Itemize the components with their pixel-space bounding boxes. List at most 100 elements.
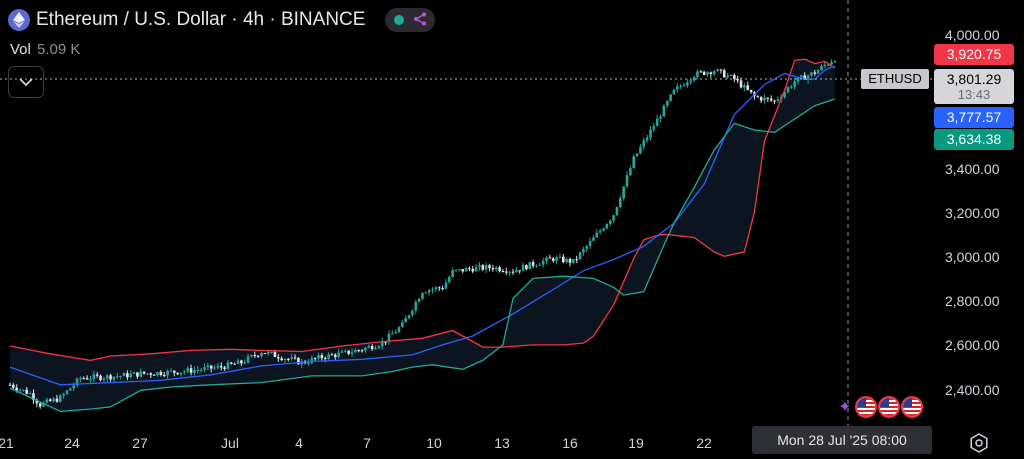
- candle: [317, 355, 320, 359]
- volume-value: 5.09 K: [37, 41, 81, 58]
- candle: [122, 373, 126, 377]
- candle: [712, 71, 716, 75]
- candle: [444, 282, 448, 289]
- candle: [116, 376, 119, 378]
- candle: [813, 72, 817, 74]
- candle: [327, 354, 330, 359]
- candle: [639, 146, 642, 154]
- time-tick-label: 13: [494, 435, 510, 451]
- candle: [92, 374, 96, 379]
- candle: [240, 360, 243, 364]
- us-flag-event-icon[interactable]: [878, 396, 900, 418]
- candle: [226, 362, 230, 370]
- candle: [498, 267, 501, 272]
- candle: [59, 395, 62, 402]
- candle: [568, 258, 572, 263]
- candle: [28, 393, 32, 395]
- candle: [441, 288, 444, 290]
- candle: [615, 206, 619, 216]
- candle: [823, 64, 827, 67]
- candle: [176, 372, 179, 375]
- symbol-title[interactable]: Ethereum / U.S. Dollar · 4h · BINANCE: [36, 9, 366, 30]
- candle: [565, 258, 568, 263]
- candle: [45, 399, 49, 403]
- candle: [826, 64, 830, 66]
- candle: [105, 375, 109, 379]
- candle: [816, 70, 820, 74]
- candle: [605, 223, 609, 229]
- candle: [538, 264, 542, 266]
- candle: [796, 77, 800, 82]
- candle: [451, 270, 454, 277]
- candle: [293, 357, 297, 359]
- candle: [679, 85, 682, 87]
- candle: [367, 346, 371, 348]
- candle: [769, 98, 773, 101]
- candle: [722, 70, 726, 78]
- basis-line: [9, 65, 836, 386]
- settings-icon[interactable]: [968, 432, 990, 454]
- candle: [551, 258, 555, 261]
- candle: [173, 370, 176, 373]
- candle: [307, 362, 310, 364]
- candle: [803, 75, 807, 80]
- candle: [149, 373, 153, 375]
- economic-events[interactable]: ✦: [836, 396, 923, 418]
- candle: [625, 175, 629, 187]
- candle: [783, 91, 786, 98]
- candle: [256, 355, 260, 357]
- candle: [69, 388, 72, 391]
- candle: [35, 400, 39, 404]
- candle: [287, 358, 290, 360]
- candle: [632, 156, 636, 169]
- candle: [119, 376, 122, 378]
- candle: [518, 270, 522, 272]
- candle: [484, 265, 488, 270]
- candle: [776, 99, 780, 101]
- candle: [387, 333, 391, 342]
- candle: [608, 220, 612, 224]
- collapse-legend-button[interactable]: [8, 66, 44, 98]
- candle: [166, 370, 169, 376]
- candle: [531, 262, 535, 266]
- candle: [592, 237, 595, 241]
- candle: [79, 378, 82, 380]
- candle: [759, 97, 763, 101]
- candle: [320, 355, 324, 359]
- last-price-tag: 3,801.29: [934, 69, 1014, 90]
- candle: [786, 87, 790, 92]
- candle: [183, 371, 186, 373]
- bollinger-band-fill: [10, 59, 835, 412]
- candle: [434, 287, 438, 290]
- candle: [340, 351, 344, 353]
- candle: [179, 372, 183, 375]
- status-pill[interactable]: [385, 8, 436, 32]
- candle: [132, 372, 136, 374]
- candle: [699, 71, 703, 73]
- us-flag-event-icon[interactable]: [901, 396, 923, 418]
- candle: [250, 355, 253, 357]
- candle: [344, 350, 347, 352]
- candle: [672, 89, 676, 95]
- candle: [380, 341, 384, 347]
- candle: [488, 265, 491, 269]
- time-tick-label: 16: [562, 435, 578, 451]
- candle: [310, 358, 314, 363]
- candle: [18, 389, 22, 391]
- chart-header: Ethereum / U.S. Dollar · 4h · BINANCE: [8, 8, 436, 32]
- market-open-dot-icon: [393, 15, 404, 25]
- us-flag-event-icon[interactable]: [855, 396, 877, 418]
- candle: [437, 287, 441, 289]
- candle: [394, 332, 397, 334]
- candle: [598, 230, 602, 233]
- time-tick-label: Jul: [221, 435, 239, 451]
- candle: [696, 71, 699, 78]
- candle: [454, 269, 458, 271]
- candle: [578, 252, 582, 260]
- candle: [384, 341, 387, 343]
- candle: [582, 248, 585, 253]
- price-tick-label: 3,000.00: [945, 249, 1000, 265]
- candle: [417, 298, 421, 302]
- candle: [682, 85, 686, 87]
